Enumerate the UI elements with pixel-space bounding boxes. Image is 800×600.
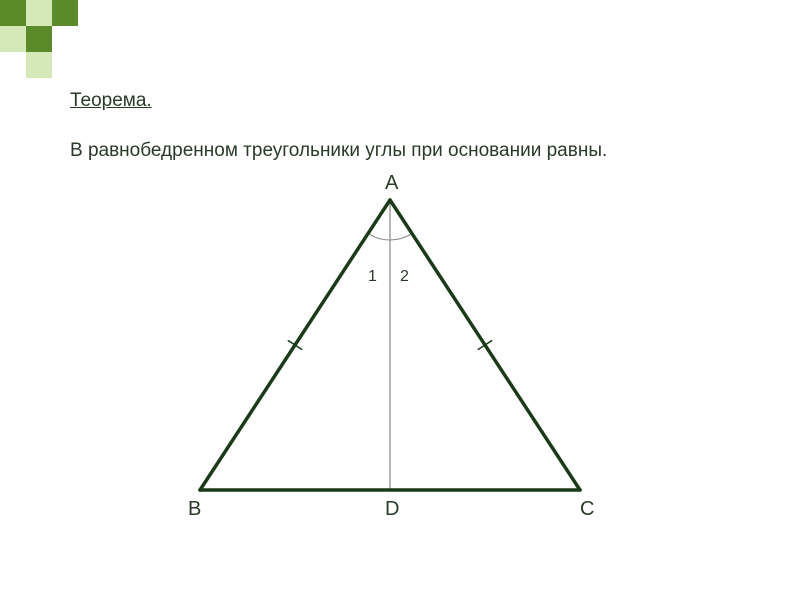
vertex-label-c: C — [580, 498, 594, 521]
deco-sq-4 — [26, 26, 52, 52]
vertex-label-a: A — [385, 172, 398, 195]
deco-sq-0 — [0, 0, 26, 26]
deco-sq-5 — [26, 52, 52, 78]
vertex-label-b: B — [188, 498, 201, 521]
theorem-body: В равнобедренном треугольники углы при о… — [70, 140, 607, 162]
theorem-title: Теорема. — [70, 90, 607, 112]
triangle-diagram: A B C D 1 2 — [140, 170, 640, 570]
angle-label-2: 2 — [400, 268, 409, 286]
deco-sq-2 — [52, 0, 78, 26]
vertex-label-d: D — [385, 498, 399, 521]
deco-sq-3 — [0, 26, 26, 52]
deco-sq-1 — [26, 0, 52, 26]
text-content: Теорема. В равнобедренном треугольники у… — [70, 90, 607, 162]
angle-label-1: 1 — [368, 268, 377, 286]
